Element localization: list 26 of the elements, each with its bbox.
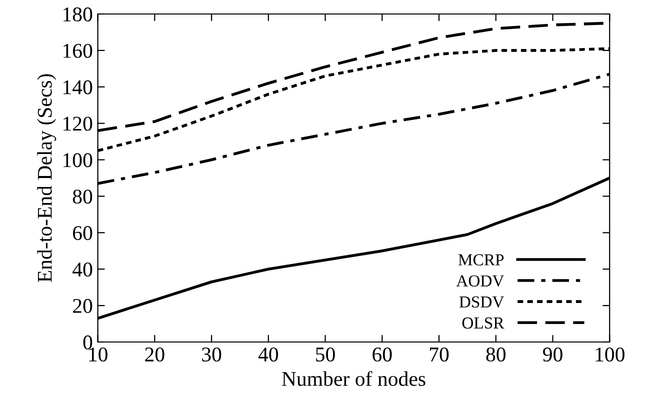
legend-label: AODV	[456, 275, 504, 287]
y-tick-label: 60	[73, 226, 92, 240]
legend-label: DSDV	[459, 296, 504, 308]
y-tick-label: 80	[72, 190, 92, 204]
x-tick-label: 40	[258, 347, 278, 362]
y-axis-title: End-to-End Delay (Secs)	[37, 74, 56, 282]
x-tick-label: 80	[486, 347, 506, 362]
y-tick-label: 140	[64, 80, 92, 94]
y-tick-label: 120	[64, 116, 92, 131]
x-tick-label: 10	[89, 347, 108, 362]
x-tick-label: 100	[596, 347, 624, 362]
legend-label: MCRP	[458, 254, 504, 266]
x-tick-label: 50	[316, 347, 335, 362]
x-tick-label: 90	[543, 347, 562, 362]
x-tick-label: 60	[372, 347, 392, 362]
y-tick-label: 100	[64, 153, 92, 168]
y-tick-label: 180	[64, 7, 92, 22]
x-axis-title: Number of nodes	[282, 371, 426, 386]
y-tick-label: 40	[72, 262, 92, 277]
x-tick-label: 70	[430, 347, 449, 362]
x-tick-label: 30	[202, 347, 222, 362]
x-tick-label: 20	[145, 347, 164, 362]
y-tick-label: 20	[73, 298, 92, 313]
y-tick-label: 0	[83, 335, 92, 350]
y-tick-label: 160	[64, 44, 92, 58]
legend-label: OLSR	[462, 317, 504, 329]
